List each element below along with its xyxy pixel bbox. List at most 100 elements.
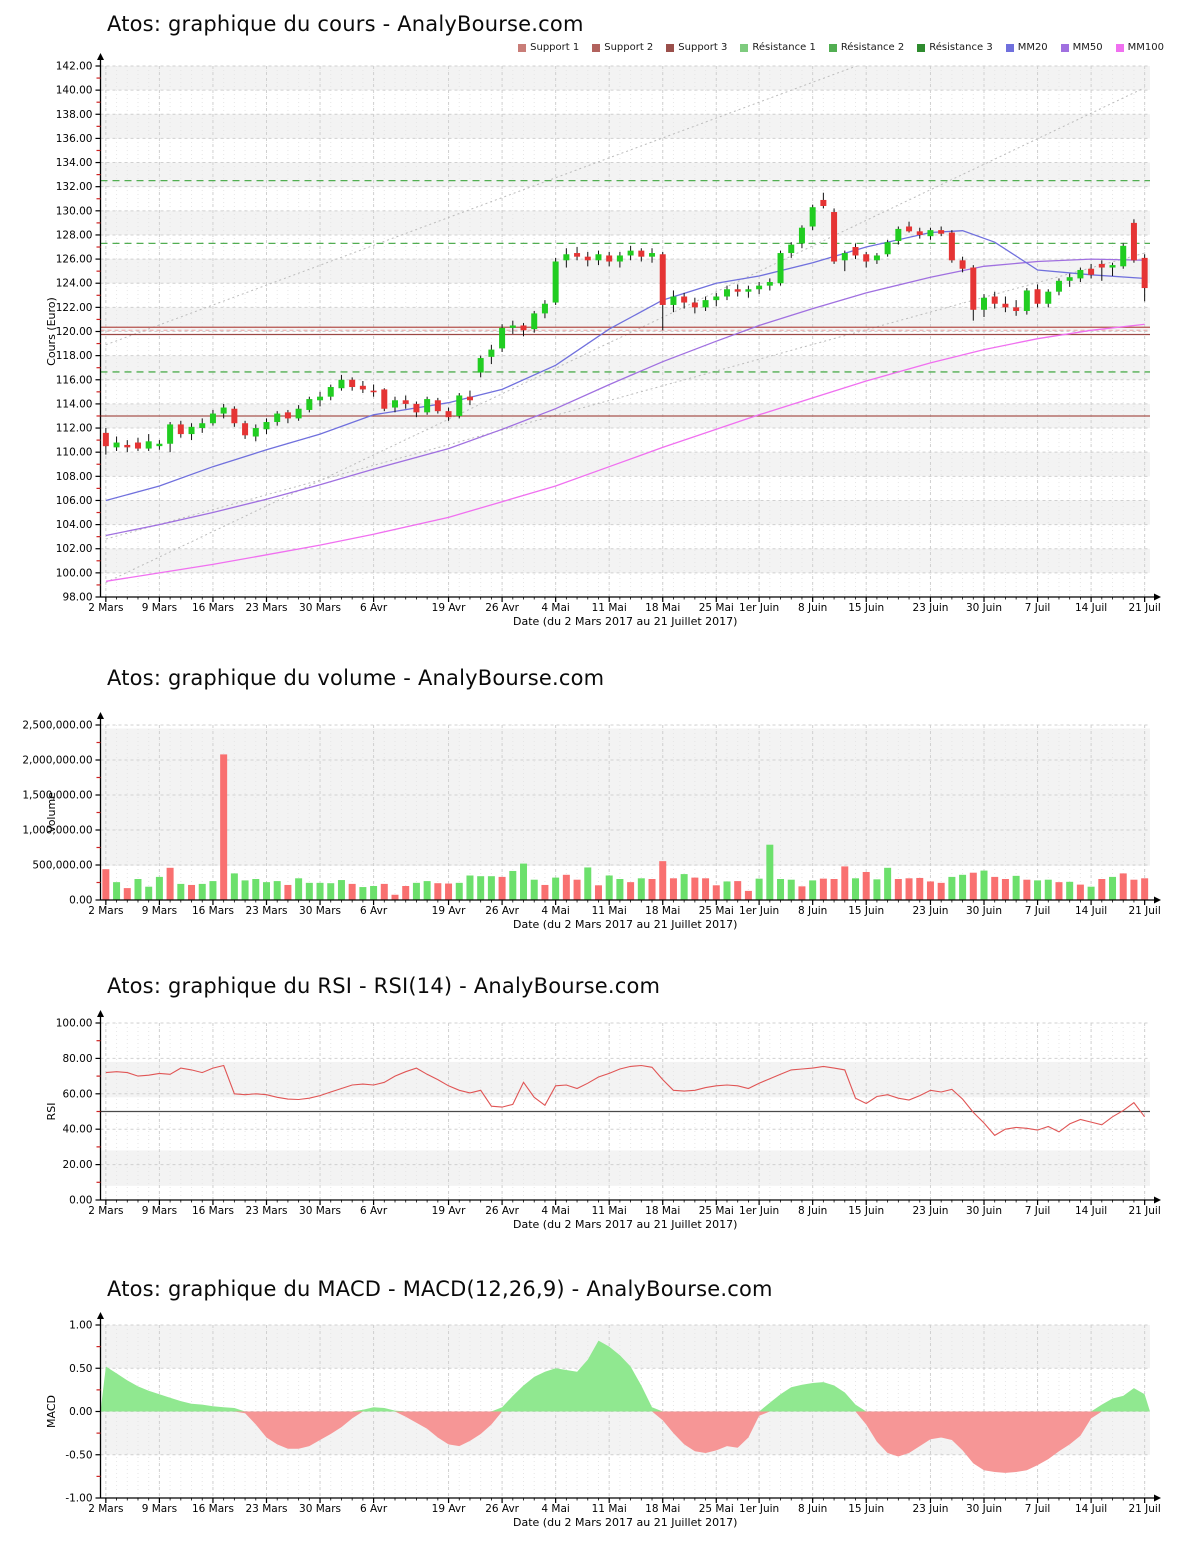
x-tick-label: 2 Mars — [88, 905, 123, 917]
x-tick-label: 2 Mars — [88, 1205, 123, 1217]
x-tick-label: 6 Avr — [360, 1205, 388, 1217]
background-bands — [100, 66, 1150, 573]
macd-positive-area — [100, 1340, 1150, 1412]
x-tick-label: 4 Mai — [541, 1503, 569, 1515]
x-tick-label: 30 Juin — [966, 1503, 1002, 1515]
x-tick-label: 23 Mars — [246, 602, 288, 614]
volume-bar — [198, 883, 206, 900]
legend-item-mm100: MM100 — [1115, 42, 1164, 53]
candle-body — [499, 327, 506, 349]
candle-body — [392, 400, 399, 408]
volume-bar — [1109, 876, 1117, 900]
y-axis-title: Cours (Euro) — [45, 297, 58, 366]
x-tick-label: 30 Mars — [299, 1205, 341, 1217]
candle-body — [242, 423, 249, 436]
y-tick-label: 0.00 — [69, 895, 92, 907]
volume-bar — [102, 869, 110, 900]
x-tick-label: 19 Avr — [432, 905, 466, 917]
volume-bar — [327, 883, 335, 900]
candle-body — [981, 297, 988, 310]
candle-body — [466, 396, 473, 401]
texture-gridlines — [105, 1325, 1146, 1498]
candle-body — [863, 254, 870, 262]
x-tick-label: 15 Juin — [848, 1205, 884, 1217]
candle-body — [552, 261, 559, 303]
volume-bar — [455, 882, 463, 900]
y-tick-label: 120.00 — [56, 326, 93, 338]
candle-body — [627, 250, 634, 256]
legend-label: MM50 — [1072, 42, 1103, 53]
volume-bar — [1119, 873, 1127, 900]
volume-bar — [541, 884, 549, 900]
candle-body — [520, 325, 527, 331]
x-tick-label: 19 Avr — [432, 1503, 466, 1515]
candle-body — [1141, 257, 1148, 289]
candle-body — [702, 300, 709, 308]
y-axis-arrow — [97, 1010, 104, 1017]
volume-bar — [1055, 882, 1063, 900]
x-tick-label: 18 Mai — [645, 905, 680, 917]
x-tick-label: 23 Juin — [912, 1205, 948, 1217]
band — [100, 114, 1150, 139]
legend-swatch-icon — [1115, 43, 1124, 52]
volume-bar — [423, 881, 431, 900]
y-tick-label: 122.00 — [56, 302, 93, 314]
x-tick-label: 16 Mars — [192, 905, 234, 917]
background-bands — [100, 728, 1150, 866]
band — [100, 210, 1150, 235]
x-axis-arrow — [1154, 1196, 1161, 1204]
cours-chart-legend: Support 1 Support 2 Support 3 Résistance 1 R… — [100, 42, 1164, 53]
volume-bar — [316, 882, 324, 900]
y-axis-arrow — [97, 712, 104, 719]
volume-bar — [809, 880, 817, 900]
candle-body — [252, 428, 259, 437]
y-tick-label: 138.00 — [56, 109, 93, 121]
volume-bar — [530, 879, 538, 900]
volume-bar — [434, 883, 442, 900]
v-gridlines — [105, 66, 1146, 597]
volume-bar — [873, 879, 881, 900]
cours-chart-title: Atos: graphique du cours - AnalyBourse.c… — [107, 12, 584, 36]
x-ticks: 2 Mars 9 Mars 16 Mars 23 Mars 30 Mars 6 Avr 19… — [88, 1200, 1161, 1217]
y-tick-label: 1,500,000.00 — [22, 790, 92, 802]
y-tick-label: 100.00 — [56, 567, 93, 579]
candle-body — [916, 231, 923, 235]
candle-body — [584, 256, 591, 261]
candle-body — [124, 444, 131, 448]
x-tick-label: 18 Mai — [645, 1205, 680, 1217]
volume-bar — [1098, 879, 1106, 900]
candle-body — [209, 413, 216, 424]
volume-bar — [391, 894, 399, 900]
candle-body — [156, 443, 163, 447]
volume-bar — [841, 866, 849, 900]
candle-body — [1077, 269, 1084, 279]
x-tick-label: 30 Mars — [299, 1503, 341, 1515]
legend-item-support-1: Support 1 — [518, 42, 579, 53]
volume-bar — [348, 883, 356, 900]
candle-body — [338, 379, 345, 389]
x-tick-label: 6 Avr — [360, 1503, 388, 1515]
x-tick-label: 30 Juin — [966, 602, 1002, 614]
candle-body — [177, 424, 184, 435]
band — [100, 355, 1150, 380]
volume-bar — [798, 886, 806, 900]
candle-body — [1023, 290, 1030, 311]
candle-body — [102, 432, 109, 447]
volume-bar — [230, 873, 238, 900]
volume-chart-title: Atos: graphique du volume - AnalyBourse.… — [107, 666, 605, 690]
candle-body — [413, 403, 420, 413]
volume-bar — [509, 870, 517, 900]
legend-swatch-icon — [740, 43, 749, 52]
volume-bar — [680, 874, 688, 900]
x-tick-label: 9 Mars — [142, 905, 177, 917]
y-ticks: 0.00 500,000.00 1,000,000.00 1,500,000.00 2,… — [22, 720, 101, 907]
x-tick-label: 7 Juil — [1025, 602, 1051, 614]
candle-body — [509, 325, 516, 328]
x-tick-label: 4 Mai — [541, 602, 569, 614]
legend-label: Support 1 — [530, 42, 580, 53]
volume-bar — [209, 881, 217, 900]
axes — [99, 1318, 1155, 1499]
volume-bar — [659, 861, 667, 900]
y-tick-label: 0.00 — [69, 1406, 92, 1418]
x-axis-arrow — [1154, 1494, 1161, 1502]
